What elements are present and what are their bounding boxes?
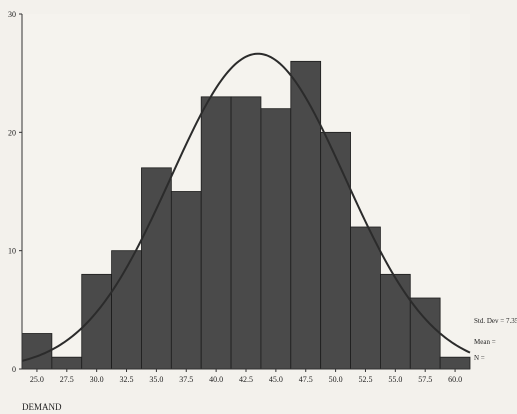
y-ticks-group: 0 10 20 30 [8,10,22,374]
x-tick-label: 27.5 [60,375,74,384]
histogram-bar [409,297,441,370]
normal-curve [21,52,471,362]
histogram-bar [320,131,351,370]
histogram-bar [200,96,232,370]
histogram-bar [439,356,471,370]
histogram-bar [170,191,202,370]
x-tick-label: 52.5 [358,375,372,384]
histogram-bar [51,356,83,370]
histogram-bar [379,273,411,370]
y-tick-label: 30 [8,10,16,19]
x-tick-label: 57.5 [418,375,432,384]
variable-label: DEMAND [22,402,62,412]
histogram-bar [81,273,113,370]
legend-mean: Mean = [474,338,496,346]
x-tick-label: 35.0 [149,375,163,384]
histogram-bar [230,96,262,370]
x-tick-label: 32.5 [120,375,134,384]
y-tick-label: 0 [12,365,16,374]
x-tick-label: 40.0 [209,375,223,384]
y-tick-label: 10 [8,247,16,256]
legend-std-dev: Std. Dev = 7.35 [474,317,517,325]
histogram-bar [141,167,172,370]
x-tick-label: 47.5 [299,375,313,384]
x-tick-label: 42.5 [239,375,253,384]
legend: Std. Dev = 7.35 Mean = N = [474,317,517,362]
x-tick-label: 37.5 [179,375,193,384]
x-tick-label: 30.0 [90,375,104,384]
histogram-bar [260,108,292,370]
x-tick-label: 45.0 [269,375,283,384]
histogram-bar [350,226,381,370]
x-tick-label: 60.0 [448,375,462,384]
x-ticks-group: 25.0 27.5 30.0 32.5 35.0 37.5 40.0 42.5 45.0 47.5… [30,369,462,384]
bars-group [21,60,471,370]
x-tick-label: 25.0 [30,375,44,384]
x-tick-label: 50.0 [329,375,343,384]
y-tick-label: 20 [8,128,16,137]
histogram-bar [290,60,322,370]
legend-n: N = [474,354,485,362]
x-tick-label: 55.0 [388,375,402,384]
